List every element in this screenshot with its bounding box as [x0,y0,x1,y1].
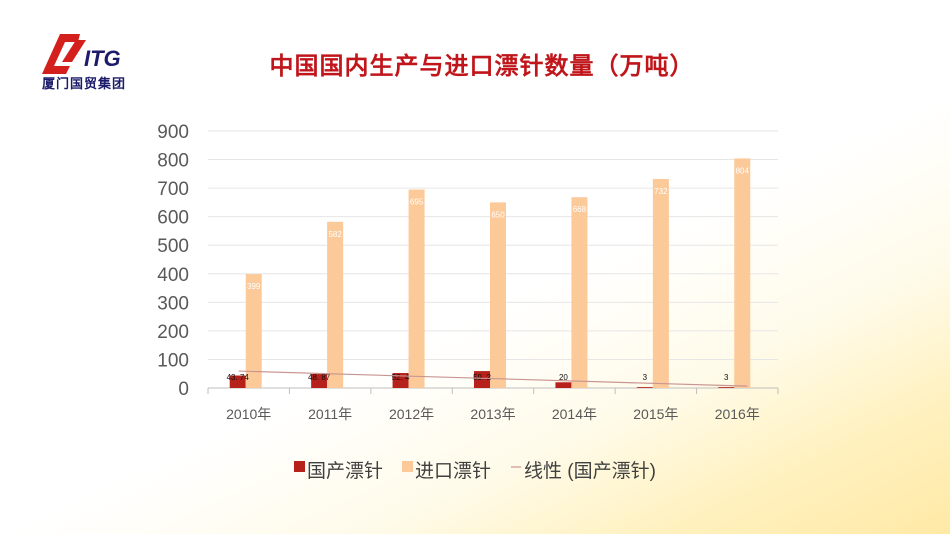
bar-import [327,221,344,388]
x-tick-label: 2016年 [715,406,760,422]
bar-import [490,202,506,388]
x-tick-label: 2012年 [389,406,434,422]
legend-swatch-domestic [294,461,305,472]
logo-subtitle: 厦门国贸集团 [42,77,127,92]
y-tick-label: 100 [157,350,189,371]
bar-domestic [392,373,409,388]
data-label-domestic: 3 [643,373,648,382]
data-label-domestic: 48. 87 [308,373,331,382]
bar-domestic [636,387,653,388]
y-tick-label: 600 [157,208,189,229]
legend-swatch-import [402,461,413,472]
y-tick-label: 200 [157,322,189,343]
legend-label-import: 进口漂针 [415,460,491,482]
page-title: 中国国内生产与进口漂针数量（万吨） [269,52,695,80]
y-tick-label: 700 [157,179,189,200]
data-label-domestic: 43. 74 [227,373,250,382]
logo-red-mark [42,34,80,74]
data-label-domestic: 52. 4 [392,373,410,382]
data-label-domestic: 20 [559,373,568,382]
y-tick-label: 300 [157,293,189,314]
legend-label-trend: 线性 (国产漂针) [524,460,656,482]
bar-import [571,197,588,388]
bar-import [245,274,262,388]
x-tick-label: 2015年 [633,406,678,422]
data-label-import: 695 [410,198,424,207]
y-tick-label: 400 [157,265,189,286]
x-tick-label: 2013年 [470,406,515,422]
data-label-domestic: 3 [724,373,729,382]
bar-import [734,158,751,388]
bar-import [652,178,669,388]
bar-domestic [229,375,246,388]
y-tick-label: 800 [157,151,189,172]
bar-domestic [555,382,572,388]
data-label-import: 650 [491,210,505,219]
y-tick-label: 500 [157,236,189,257]
bar-domestic [311,374,328,388]
y-tick-label: 900 [157,122,189,143]
itg-logo: ITG [42,34,121,74]
logo-red-stripe [62,40,86,62]
logo-mark-text: ITG [84,46,121,71]
bar-domestic [474,371,490,388]
bar-domestic [718,387,735,388]
data-label-import: 804 [736,166,750,175]
x-tick-label: 2014年 [552,406,597,422]
x-tick-label: 2011年 [308,406,352,422]
legend-label-domestic: 国产漂针 [307,460,383,482]
data-label-import: 399 [247,282,261,291]
x-tick-label: 2010年 [226,406,271,422]
data-label-import: 582 [328,230,342,239]
data-label-import: 668 [573,205,587,214]
data-label-import: 732 [654,187,668,196]
y-tick-label: 0 [178,379,189,400]
trendline [238,370,748,387]
bar-import [408,189,425,388]
data-label-domestic: 59. 2 [473,373,491,382]
